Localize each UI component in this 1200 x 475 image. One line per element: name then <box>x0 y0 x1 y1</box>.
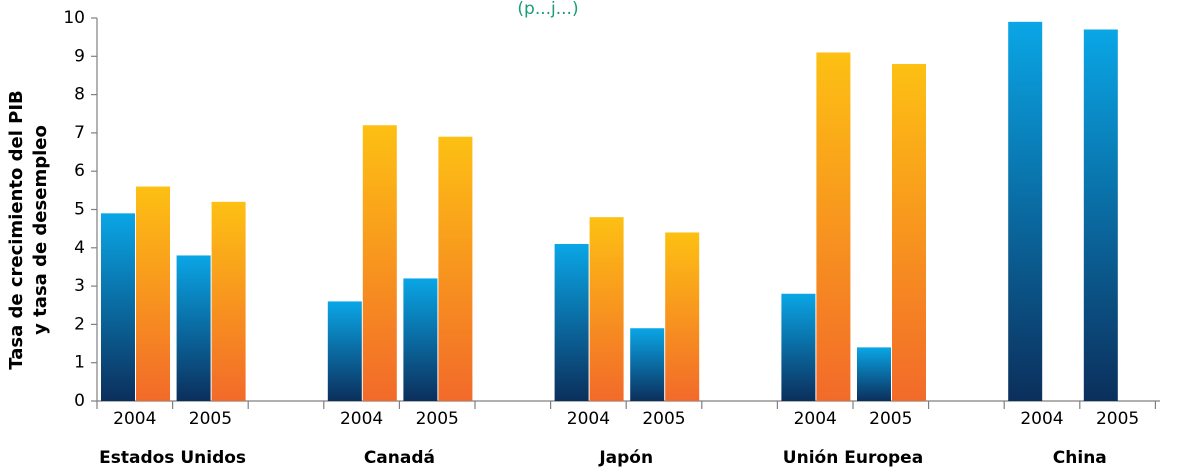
y-tick-label: 10 <box>63 8 85 28</box>
bar-unemployment <box>665 232 700 401</box>
y-axis-label-line-1: Tasa de crecimiento del PIB <box>6 90 27 370</box>
bar-growth <box>630 328 665 401</box>
bar-unemployment <box>589 217 624 401</box>
x-year-label: 2005 <box>416 409 459 429</box>
x-group-label: Canadá <box>364 448 435 468</box>
bars <box>101 21 1118 402</box>
y-tick-label: 3 <box>74 276 85 296</box>
y-tick-label: 7 <box>74 123 85 143</box>
x-year-label: 2005 <box>869 409 912 429</box>
x-group-label: Estados Unidos <box>99 448 246 468</box>
x-group-label: Unión Europea <box>783 448 923 468</box>
x-axis <box>96 400 1160 409</box>
y-axis-label: Tasa de crecimiento del PIB y tasa de de… <box>6 90 51 370</box>
y-axis: 0 1 2 3 4 5 6 7 8 9 10 <box>63 8 98 411</box>
bar-unemployment <box>892 63 926 402</box>
y-tick-label: 0 <box>74 391 85 411</box>
x-year-label: 2004 <box>567 409 610 429</box>
bar-growth <box>1008 21 1043 402</box>
x-year-label: 2005 <box>642 409 685 429</box>
y-tick-label: 2 <box>74 314 85 334</box>
y-tick-label: 5 <box>74 200 85 220</box>
x-year-label: 2005 <box>189 409 232 429</box>
y-tick-label: 1 <box>74 353 85 373</box>
x-year-label: 2004 <box>794 409 837 429</box>
y-tick-label: 9 <box>74 46 85 66</box>
chart-title-fragment: (p...j...) <box>517 0 578 19</box>
bar-unemployment <box>362 125 397 402</box>
bar-unemployment <box>816 52 851 401</box>
x-year-label: 2005 <box>1096 409 1139 429</box>
bar-growth <box>857 347 891 401</box>
bar-growth <box>101 213 135 401</box>
bar-unemployment <box>438 136 473 402</box>
bar-growth <box>781 293 816 401</box>
x-labels: 2004 2005 Estados Unidos 2004 2005 Canadá 2004… <box>99 409 1139 468</box>
bar-growth <box>554 243 589 401</box>
x-group-label: China <box>1053 448 1107 468</box>
x-year-label: 2004 <box>340 409 383 429</box>
y-tick-label: 8 <box>74 85 85 105</box>
y-tick-label: 6 <box>74 161 85 181</box>
bar-unemployment <box>211 201 246 401</box>
x-year-label: 2004 <box>113 409 156 429</box>
bar-growth <box>403 278 438 401</box>
y-axis-label-line-2: y tasa de desempleo <box>30 125 51 335</box>
bar-growth <box>1083 29 1118 402</box>
x-year-label: 2004 <box>1020 409 1063 429</box>
bar-growth <box>327 301 362 401</box>
y-tick-label: 4 <box>74 238 85 258</box>
x-group-label: Japón <box>598 448 653 468</box>
bar-growth <box>176 255 211 401</box>
bar-unemployment <box>136 186 170 401</box>
